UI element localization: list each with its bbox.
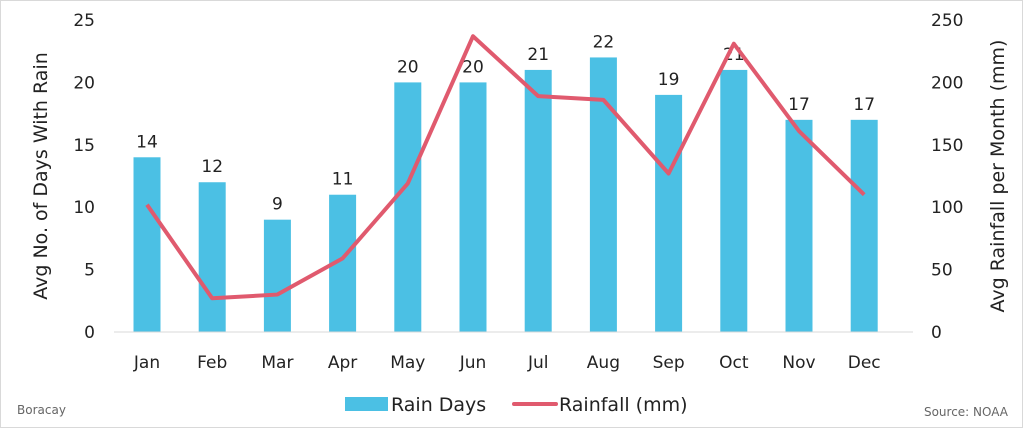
x-tick-jan: Jan (133, 353, 160, 373)
data-label-sep: 19 (658, 70, 680, 90)
legend-swatch-rain-days (345, 397, 388, 411)
bar-nov (785, 119, 813, 332)
x-tick-oct: Oct (719, 353, 749, 373)
x-tick-dec: Dec (848, 353, 881, 373)
y-tick-20: 20 (73, 73, 95, 93)
data-label-dec: 17 (853, 95, 875, 115)
data-label-mar: 9 (272, 195, 283, 215)
y2-axis-title: Avg Rainfall per Month (mm) (987, 40, 1009, 313)
rainfall-line (145, 34, 866, 301)
data-label-aug: 22 (593, 32, 615, 52)
bar-sep (655, 94, 683, 332)
x-tick-sep: Sep (653, 353, 685, 373)
bar-oct (720, 69, 748, 333)
y-tick-15: 15 (73, 136, 95, 156)
y-tick-5: 5 (84, 261, 95, 281)
bar-mar (263, 219, 291, 332)
x-tick-jul: Jul (527, 353, 549, 373)
y-tick-0: 0 (84, 323, 95, 343)
x-tick-nov: Nov (782, 353, 815, 373)
data-label-may: 20 (397, 57, 419, 77)
bar-dec (850, 119, 878, 332)
y2-tick-250: 250 (931, 11, 963, 31)
bar-jul (524, 69, 552, 333)
legend-label-rain-days: Rain Days (391, 394, 486, 416)
y-tick-10: 10 (73, 198, 95, 218)
y2-tick-150: 150 (931, 136, 963, 156)
x-tick-aug: Aug (587, 353, 620, 373)
location-label: Boracay (17, 403, 66, 417)
bar-jun (459, 82, 487, 333)
y2-tick-100: 100 (931, 198, 963, 218)
y-axis-title: Avg No. of Days With Rain (30, 52, 52, 300)
data-label-jul: 21 (527, 45, 549, 65)
bar-aug (589, 57, 617, 332)
data-label-jun: 20 (462, 57, 484, 77)
source-label: Source: NOAA (923, 405, 1008, 419)
bar-jan (133, 157, 161, 332)
data-label-jan: 14 (136, 132, 158, 152)
x-tick-mar: Mar (261, 353, 293, 373)
y-tick-25: 25 (73, 11, 95, 31)
y2-tick-50: 50 (931, 261, 953, 281)
data-label-apr: 11 (332, 170, 354, 190)
y2-tick-0: 0 (931, 323, 942, 343)
data-label-nov: 17 (788, 95, 810, 115)
x-tick-apr: Apr (328, 353, 357, 373)
bar-feb (198, 182, 226, 332)
y2-tick-200: 200 (931, 73, 963, 93)
x-tick-feb: Feb (197, 353, 227, 373)
legend-label-rainfall: Rainfall (mm) (559, 394, 688, 416)
x-tick-jun: Jun (459, 353, 487, 373)
data-label-feb: 12 (201, 157, 223, 177)
x-tick-may: May (390, 353, 425, 373)
bar-may (394, 82, 422, 333)
